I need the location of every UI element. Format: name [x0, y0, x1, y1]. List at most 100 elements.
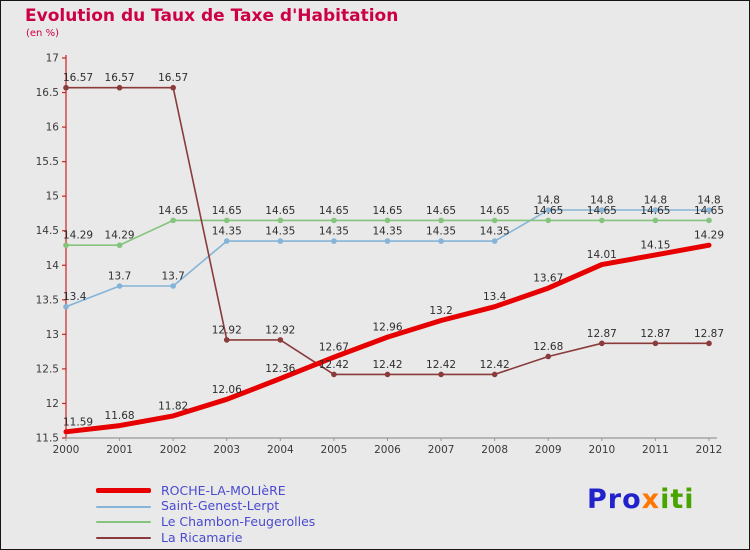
svg-text:2011: 2011: [642, 444, 669, 456]
svg-text:11.68: 11.68: [105, 410, 135, 422]
svg-text:14.35: 14.35: [319, 226, 349, 238]
svg-text:14.65: 14.65: [158, 205, 188, 217]
svg-text:16.57: 16.57: [105, 72, 135, 84]
brand-logo-part: iti: [660, 484, 695, 515]
svg-text:14.8: 14.8: [590, 195, 613, 207]
svg-text:11.5: 11.5: [36, 433, 59, 445]
svg-text:14.65: 14.65: [533, 205, 563, 217]
svg-text:15: 15: [46, 191, 59, 203]
series-ROCHE-LA-MOLIèRE: [63, 242, 712, 435]
point-labels-Saint-Genest-Lerpt: 13.413.7 13.714.35 14.35 14.35 14.35 14.35 14.…: [63, 195, 721, 304]
chart-canvas: 11.5 12 12.5 13 13.5 14 14.5 15 15.5 16 16.5 17 2000…: [36, 53, 724, 457]
svg-text:14.29: 14.29: [63, 230, 93, 242]
chart-title: Evolution du Taux de Taxe d'Habitation: [25, 6, 399, 26]
legend-label: La Ricamarie: [161, 530, 243, 546]
svg-text:12.67: 12.67: [319, 342, 349, 354]
point-labels-Le Chambon-Feugerolles: 14.29 14.29 14.65 14.65 14.65 14.65 14.65 14.65…: [63, 205, 724, 242]
brand-logo-part: Pro: [587, 484, 642, 515]
svg-text:13: 13: [46, 329, 59, 341]
svg-text:14.8: 14.8: [697, 195, 720, 207]
svg-text:11.82: 11.82: [158, 400, 188, 412]
point-labels-ROCHE-LA-MOLIèRE: 11.59 11.68 11.82 12.06 12.36 12.67 12.96 13.2 1…: [63, 230, 724, 429]
svg-text:2010: 2010: [588, 444, 615, 456]
legend-label: Le Chambon-Feugerolles: [161, 514, 316, 530]
svg-text:17: 17: [46, 53, 59, 65]
legend-item: ROCHE-LA-MOLIèRE: [96, 483, 315, 499]
svg-text:2008: 2008: [481, 444, 508, 456]
svg-text:14.01: 14.01: [587, 249, 617, 261]
legend-swatch: [96, 537, 151, 540]
brand-logo: Proxiti: [587, 484, 695, 515]
svg-text:14.35: 14.35: [426, 226, 456, 238]
svg-text:12.96: 12.96: [372, 322, 402, 334]
legend-item: La Ricamarie: [96, 530, 315, 546]
svg-text:2001: 2001: [106, 444, 133, 456]
svg-text:14.65: 14.65: [212, 205, 242, 217]
svg-text:14.29: 14.29: [105, 230, 135, 242]
svg-text:12.06: 12.06: [212, 384, 242, 396]
svg-text:16.57: 16.57: [158, 72, 188, 84]
svg-text:2007: 2007: [428, 444, 455, 456]
svg-text:2009: 2009: [535, 444, 562, 456]
svg-text:13.67: 13.67: [533, 273, 563, 285]
svg-text:12.92: 12.92: [265, 324, 295, 336]
svg-text:2006: 2006: [374, 444, 401, 456]
svg-text:13.4: 13.4: [483, 291, 507, 303]
legend-item: Le Chambon-Feugerolles: [96, 515, 315, 531]
svg-text:14.65: 14.65: [319, 205, 349, 217]
legend-swatch: [96, 488, 151, 494]
svg-text:14.35: 14.35: [372, 226, 402, 238]
svg-text:14.65: 14.65: [640, 205, 670, 217]
svg-text:2005: 2005: [321, 444, 348, 456]
svg-text:14: 14: [46, 260, 60, 272]
svg-text:14.35: 14.35: [265, 226, 295, 238]
svg-text:2002: 2002: [160, 444, 187, 456]
legend-item: Saint-Genest-Lerpt: [96, 499, 315, 515]
svg-text:2003: 2003: [213, 444, 240, 456]
svg-text:16.5: 16.5: [36, 87, 59, 99]
svg-text:14.35: 14.35: [212, 226, 242, 238]
svg-text:14.65: 14.65: [265, 205, 295, 217]
series-Le Chambon-Feugerolles: [63, 217, 712, 249]
legend-label: ROCHE-LA-MOLIèRE: [161, 482, 286, 498]
svg-text:11.59: 11.59: [63, 416, 93, 428]
svg-text:12.87: 12.87: [587, 328, 617, 340]
svg-text:14.15: 14.15: [640, 239, 670, 251]
svg-text:14.65: 14.65: [426, 205, 456, 217]
svg-text:12.42: 12.42: [426, 359, 456, 371]
svg-text:2000: 2000: [53, 444, 80, 456]
chart-subtitle: (en %): [26, 28, 59, 39]
legend-swatch: [96, 505, 151, 508]
point-labels-La Ricamarie: 16.57 16.57 16.57 12.92 12.92 12.42 12.42 12.42…: [63, 72, 724, 371]
legend: ROCHE-LA-MOLIèRE Saint-Genest-Lerpt Le Cha…: [96, 483, 315, 546]
svg-text:12.5: 12.5: [36, 363, 59, 375]
svg-text:12.68: 12.68: [533, 341, 563, 353]
legend-swatch: [96, 521, 151, 524]
svg-text:2004: 2004: [267, 444, 294, 456]
svg-text:12: 12: [46, 398, 59, 410]
svg-text:14.35: 14.35: [480, 226, 510, 238]
svg-text:12.36: 12.36: [265, 363, 295, 375]
svg-text:16: 16: [46, 122, 60, 134]
svg-text:14.65: 14.65: [587, 205, 617, 217]
svg-text:14.29: 14.29: [694, 230, 724, 242]
svg-text:13.7: 13.7: [108, 271, 131, 283]
svg-text:12.42: 12.42: [319, 359, 349, 371]
svg-text:14.65: 14.65: [372, 205, 402, 217]
svg-text:2012: 2012: [696, 444, 723, 456]
svg-text:14.8: 14.8: [537, 195, 560, 207]
svg-text:15.5: 15.5: [36, 156, 59, 168]
svg-text:12.87: 12.87: [640, 328, 670, 340]
svg-text:12.42: 12.42: [372, 359, 402, 371]
svg-text:13.2: 13.2: [429, 305, 452, 317]
svg-text:14.65: 14.65: [480, 205, 510, 217]
series-Saint-Genest-Lerpt: [63, 207, 712, 310]
svg-text:14.5: 14.5: [36, 225, 59, 237]
svg-text:12.92: 12.92: [212, 324, 242, 336]
svg-text:12.42: 12.42: [480, 359, 510, 371]
svg-text:13.5: 13.5: [36, 294, 59, 306]
legend-label: Saint-Genest-Lerpt: [161, 498, 280, 514]
svg-text:14.8: 14.8: [644, 195, 667, 207]
y-axis: 11.5 12 12.5 13 13.5 14 14.5 15 15.5 16 16.5 17: [36, 53, 67, 445]
